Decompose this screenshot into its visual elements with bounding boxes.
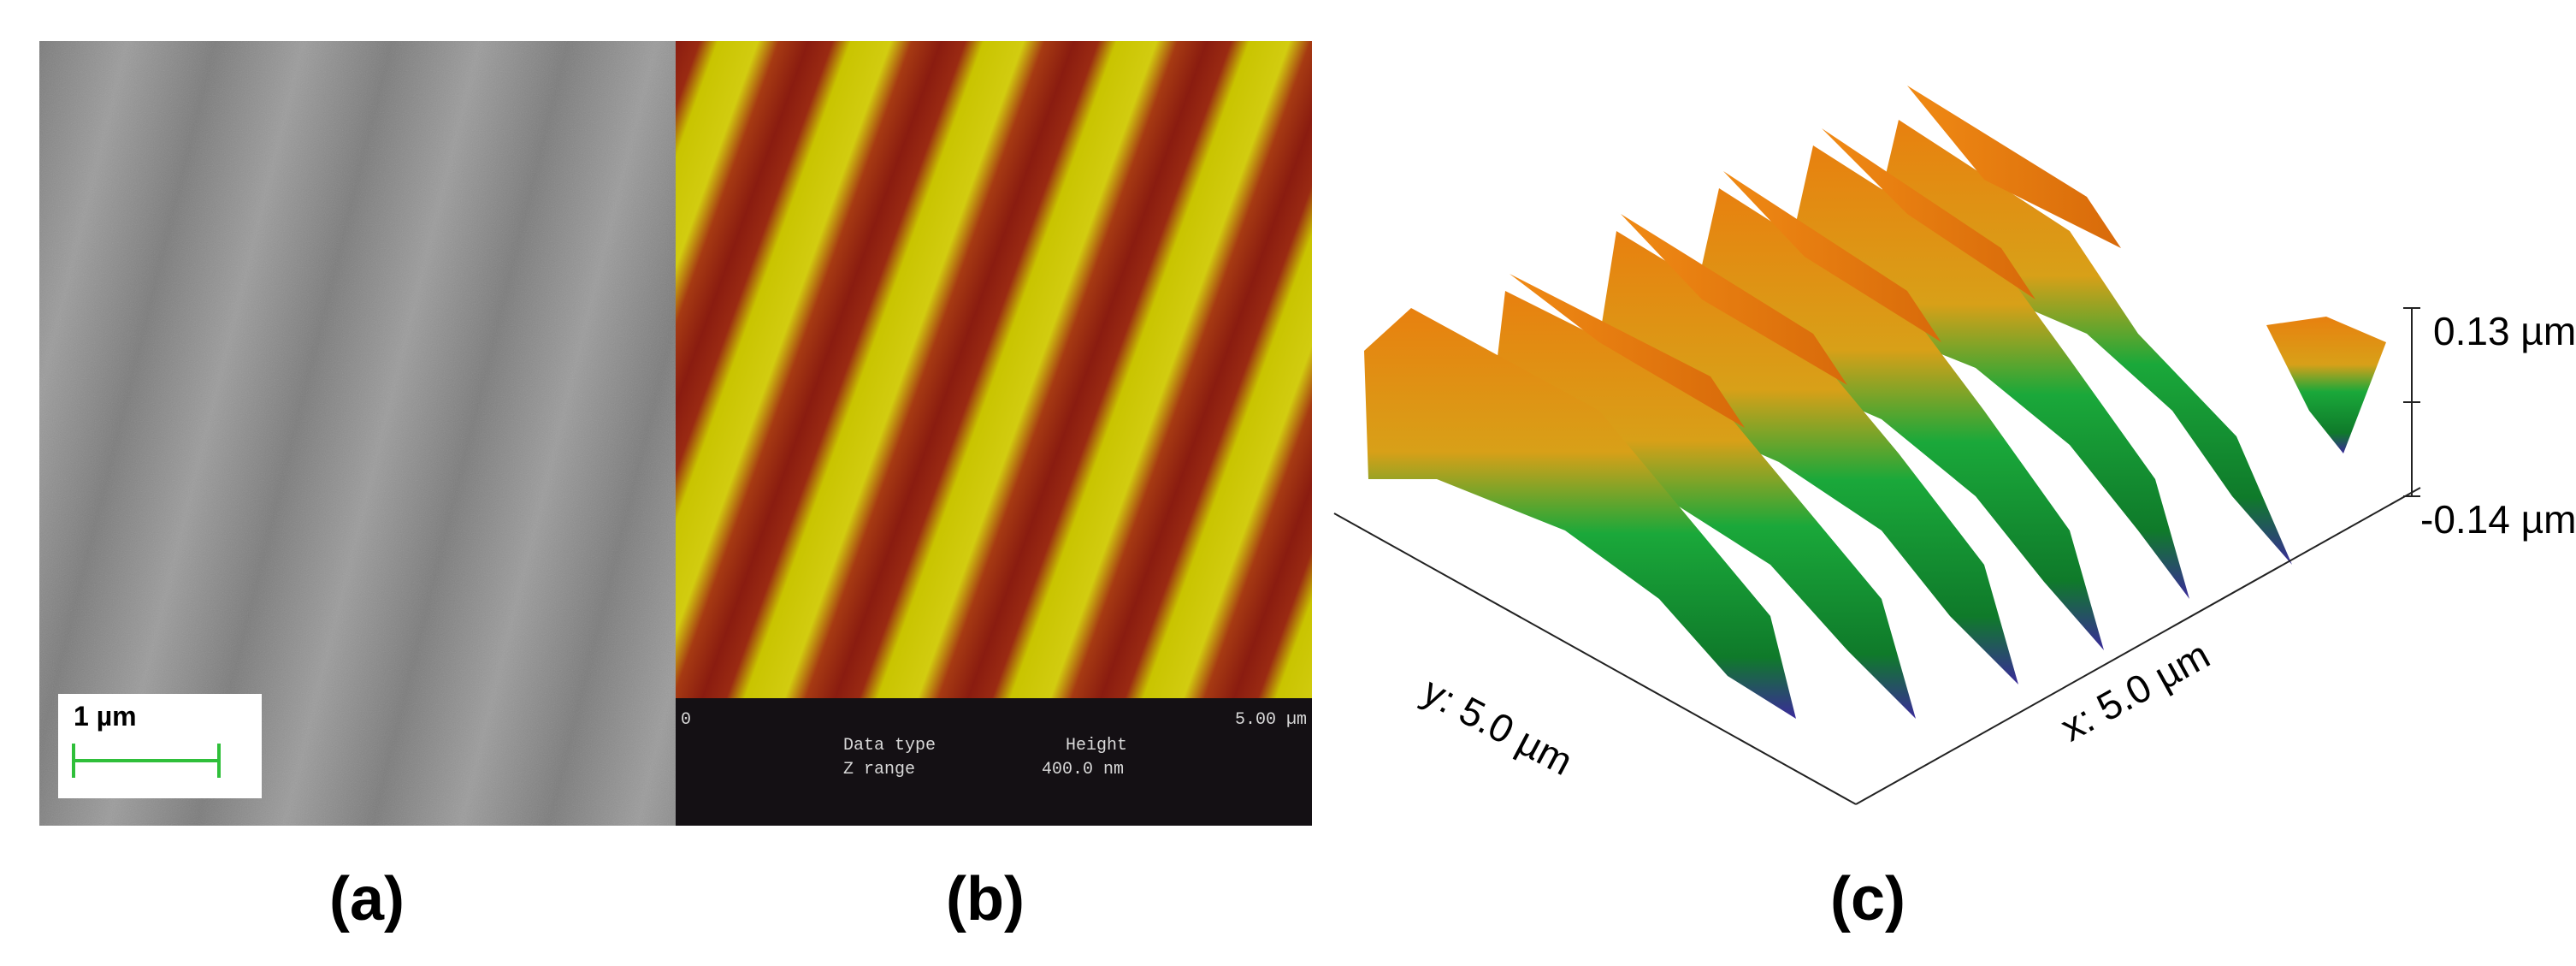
z-max-label: 0.13 µm	[2433, 309, 2576, 353]
afm-info-footer: 0 5.00 µm Data type Height Z range 400.0…	[676, 698, 1312, 826]
sem-image-panel: 1 µm	[39, 41, 676, 826]
caption-a: (a)	[329, 865, 405, 933]
axes	[1333, 307, 2421, 805]
y-axis-line	[1333, 513, 1857, 805]
surface-ridge	[1510, 274, 1745, 428]
surface-ridge	[1591, 231, 2018, 684]
x-axis-start: 0	[681, 710, 692, 730]
z-min-label: -0.14 µm	[2420, 497, 2576, 542]
surface-ridge	[1488, 291, 1916, 719]
surface-ridge	[1907, 86, 2121, 248]
x-axis-line	[1855, 487, 2421, 805]
scale-bar-line	[72, 744, 221, 778]
ridge-group	[1364, 86, 2386, 719]
caption-b: (b)	[946, 865, 1025, 933]
surface-ridge	[1364, 308, 1796, 719]
surface-ridge	[2266, 317, 2386, 453]
surface-ridge	[1822, 128, 2035, 299]
scale-bar-label: 1 µm	[74, 701, 137, 732]
afm-stripe-map	[676, 41, 1312, 698]
surface-ridge	[1779, 145, 2189, 599]
surface-ridge	[1685, 188, 2104, 650]
caption-c: (c)	[1830, 865, 1905, 933]
data-type-label: Data type	[843, 736, 936, 756]
x-axis-end: 5.00 µm	[1234, 710, 1307, 730]
scale-bar: 1 µm	[58, 694, 262, 798]
z-range-value: 400.0 nm	[1042, 760, 1125, 779]
surface-ridge	[1621, 214, 1847, 385]
afm-3d-surface-panel: 0.13 µm -0.14 µm y: 5.0 µm x: 5.0 µm	[1317, 51, 2576, 821]
surface-plot	[1333, 86, 2421, 805]
surface-ridge	[1723, 171, 1941, 342]
afm-height-map-panel: 0 5.00 µm Data type Height Z range 400.0…	[676, 41, 1312, 826]
data-type-value: Height	[1066, 736, 1128, 756]
z-range-label: Z range	[843, 760, 916, 779]
